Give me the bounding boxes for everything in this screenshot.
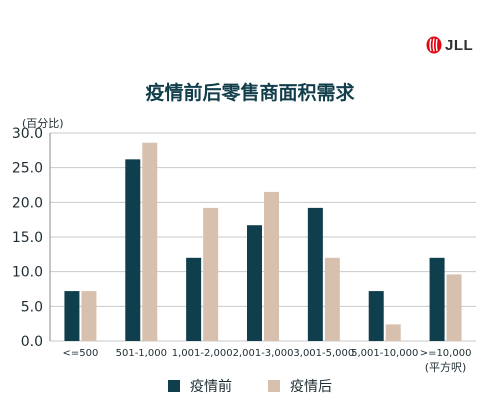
bar — [307, 207, 323, 341]
bar-chart: 0.0 5.0 10.0 15.0 20.0 25.0 30.0 <=500 501-1,000… — [12, 126, 476, 374]
bar — [64, 291, 80, 341]
bar — [142, 142, 158, 341]
x-tick-label: 3,001-5,000 — [293, 348, 354, 359]
bar — [125, 159, 141, 341]
x-tick-label: <=500 — [62, 348, 98, 359]
y-tick-label: 5.0 — [21, 299, 43, 315]
x-tick-label: 1,001-2,000 — [172, 348, 233, 359]
logo-text: JLL — [445, 36, 474, 54]
legend-label-after: 疫情后 — [290, 379, 332, 395]
y-axis-unit-label: (百分比) — [22, 117, 64, 130]
bar — [368, 291, 384, 341]
jll-logo-icon — [426, 36, 442, 54]
y-tick-label: 25.0 — [12, 161, 43, 177]
bar — [186, 257, 202, 341]
legend-swatch-before — [168, 380, 180, 392]
legend-swatch-after — [268, 380, 280, 392]
x-tick-label: 501-1,000 — [116, 348, 167, 359]
y-tick-label: 15.0 — [12, 230, 43, 246]
legend-label-before: 疫情前 — [190, 379, 232, 395]
x-tick-label: 2,001-3,000 — [233, 348, 294, 359]
bar — [385, 324, 401, 341]
bar — [429, 257, 445, 341]
x-axis-unit-label: (平方呎) — [425, 360, 467, 374]
y-tick-label: 20.0 — [12, 195, 43, 211]
legend: 疫情前 疫情后 — [0, 376, 500, 396]
jll-logo: JLL — [426, 36, 473, 54]
bar — [247, 225, 262, 341]
chart-title: 疫情前后零售商面积需求 — [145, 82, 355, 104]
bar — [203, 207, 219, 341]
bar — [264, 191, 279, 341]
bar — [324, 257, 340, 341]
legend-item-after: 疫情后 — [268, 376, 332, 396]
x-tick-label: >=10,000 — [420, 348, 472, 359]
bar — [446, 274, 462, 341]
legend-item-before: 疫情前 — [168, 376, 232, 396]
x-tick-label: 5,001-10,000 — [351, 348, 418, 359]
y-tick-label: 0.0 — [21, 334, 43, 350]
y-tick-label: 10.0 — [12, 265, 43, 281]
bar — [81, 291, 97, 341]
y-tick-label: 30.0 — [12, 126, 43, 142]
